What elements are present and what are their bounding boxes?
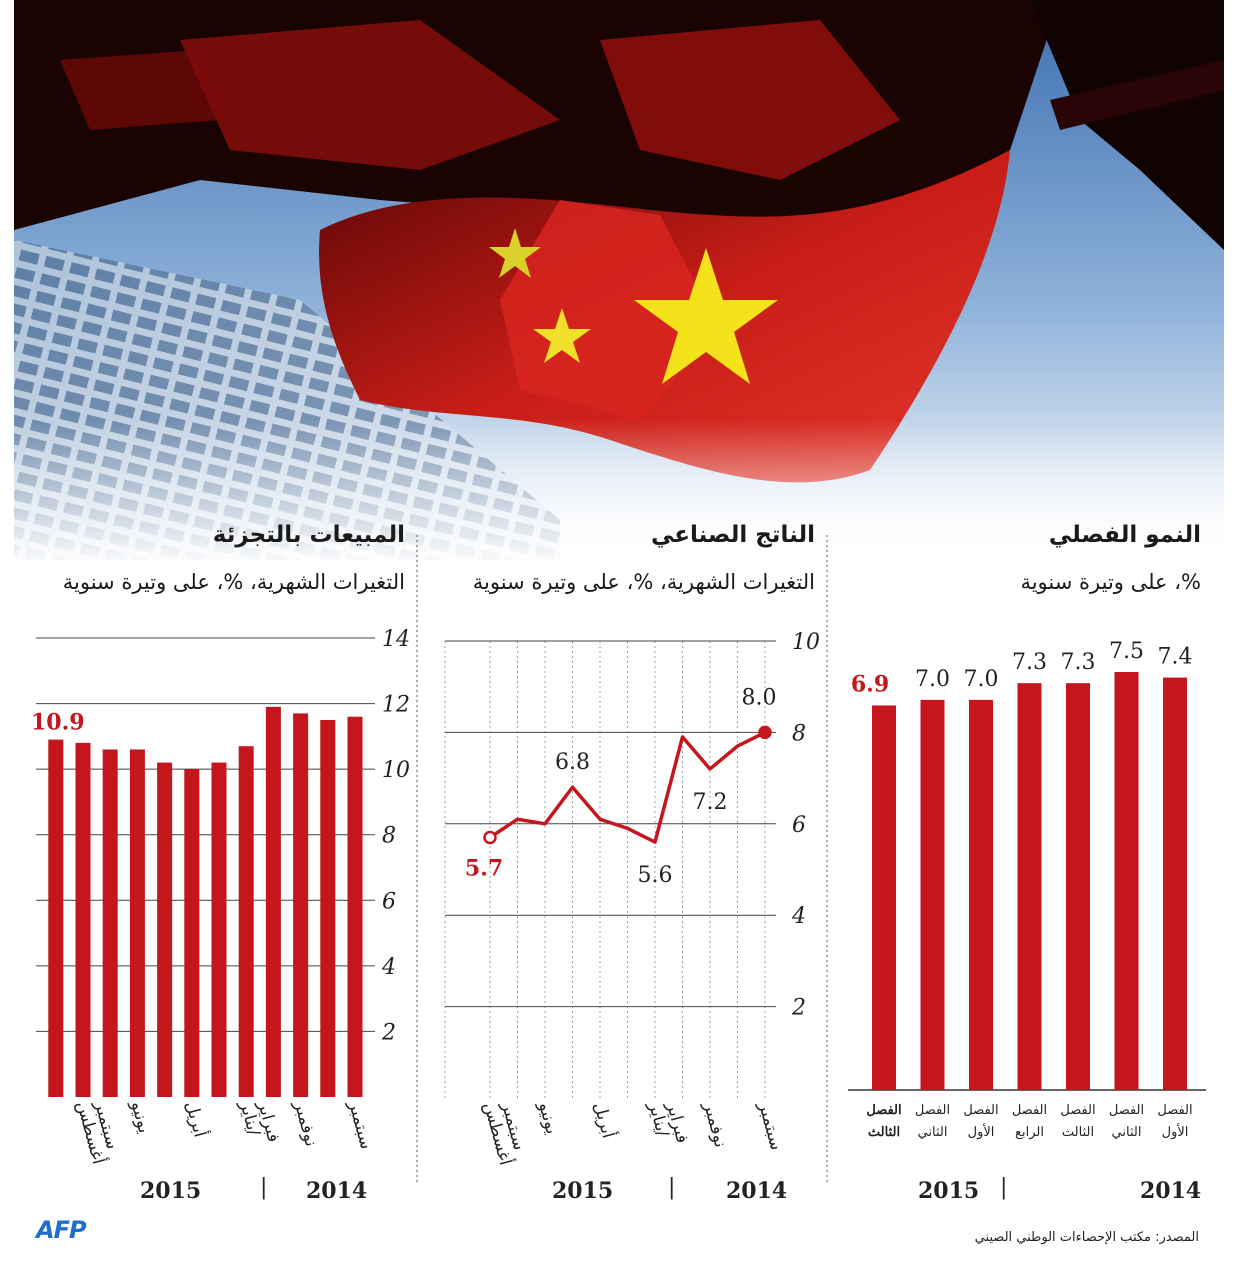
bar [238, 746, 254, 1097]
x-tick-label: الثالث [868, 1125, 900, 1140]
flag-star-large [634, 248, 778, 384]
data-label: 5.7 [465, 856, 503, 882]
bar [75, 742, 91, 1097]
data-label: 7.0 [915, 667, 950, 692]
data-label: 7.4 [1158, 645, 1193, 670]
bar [1066, 683, 1090, 1090]
x-tick-label: نوفمبر [699, 1099, 730, 1150]
x-tick-label: الثالث [1062, 1125, 1094, 1140]
data-label: 8.0 [742, 685, 777, 710]
x-tick-label: أبريل [589, 1100, 620, 1141]
x-tick-label: الرابع [1015, 1125, 1044, 1140]
retail-subtitle: التغيرات الشهرية، %، على وتيرة سنوية [62, 570, 405, 594]
industrial-year-2014: 2014 [726, 1178, 788, 1204]
afp-logo: AFP [36, 1216, 87, 1244]
data-label: 7.0 [964, 667, 999, 692]
y-tick-label: 4 [381, 955, 396, 980]
data-label: 7.3 [1012, 650, 1047, 675]
x-tick-label: نوفمبر [290, 1098, 321, 1149]
y-tick-label: 14 [382, 627, 410, 652]
x-tick-label: الثاني [918, 1125, 948, 1140]
bar [102, 749, 118, 1097]
industrial-year-divider: | [668, 1175, 676, 1200]
x-tick-label: سبتمبر [754, 1099, 786, 1152]
retail-title: المبيعات بالتجزئة [212, 522, 405, 548]
bar [48, 739, 64, 1097]
data-point [758, 725, 772, 740]
y-tick-label: 10 [382, 758, 410, 783]
x-tick-label: سبتمبر [344, 1098, 376, 1151]
x-tick-label: الفصل [1109, 1103, 1144, 1118]
bar [347, 716, 363, 1097]
retail-year-divider: | [260, 1175, 268, 1200]
data-label: 6.9 [851, 671, 889, 697]
y-tick-label: 12 [382, 693, 410, 718]
source-note: المصدر: مكتب الإحصاءات الوطني الصيني [974, 1230, 1199, 1245]
data-label: 7.2 [693, 790, 728, 815]
y-tick-label: 8 [792, 721, 806, 746]
retail-year-2014: 2014 [306, 1178, 368, 1204]
y-tick-label: 2 [791, 996, 806, 1021]
data-point [483, 830, 497, 845]
x-tick-label: الثاني [1112, 1125, 1142, 1140]
y-tick-label: 2 [381, 1020, 396, 1045]
quarterly-growth-chart: 7.4 الفصل الأول 7.5 الفصل الثاني 7.3 الفصل الثال… [848, 639, 1206, 1140]
industrial-year-2015: 2015 [552, 1178, 614, 1204]
flag-star-small [533, 308, 591, 363]
x-tick-label: الأول [1162, 1123, 1189, 1140]
quarterly-subtitle: %، على وتيرة سنوية [1020, 570, 1201, 594]
data-label: 7.3 [1061, 650, 1096, 675]
x-tick-label: الأول [968, 1123, 995, 1140]
x-tick-label: يونيو [534, 1099, 562, 1136]
quarterly-title: النمو الفصلي [1048, 522, 1201, 548]
x-tick-label: الفصل [1012, 1103, 1047, 1118]
x-tick-label: الفصل [866, 1103, 901, 1118]
x-tick-label: الفصل [1060, 1103, 1095, 1118]
bar [157, 762, 173, 1097]
y-tick-label: 10 [792, 630, 820, 655]
bar [872, 705, 896, 1090]
x-tick-label: يونيو [126, 1098, 154, 1135]
x-tick-label: الفصل [1157, 1103, 1192, 1118]
bar [293, 713, 309, 1097]
bar [211, 762, 227, 1097]
bar [320, 719, 336, 1097]
y-tick-label: 8 [382, 824, 396, 849]
bar [265, 706, 281, 1097]
industrial-subtitle: التغيرات الشهرية، %، على وتيرة سنوية [472, 570, 815, 594]
bar [1114, 672, 1139, 1090]
data-label: 5.6 [638, 863, 673, 888]
industrial-output-chart: 2468108.07.25.66.85.7سبتمبرنوفمبريناير/ف… [444, 630, 820, 1168]
header-photo [14, 0, 1224, 570]
x-tick-label: أبريل [181, 1099, 212, 1140]
series-line [489, 730, 766, 844]
bar [1017, 683, 1042, 1090]
retail-sales-chart: 246810121410.9سبتمبرنوفمبريناير/فبرايرأب… [31, 627, 410, 1167]
quarterly-year-2014: 2014 [1140, 1178, 1202, 1204]
bar [184, 769, 200, 1097]
data-label: 7.5 [1109, 639, 1144, 664]
quarterly-year-2015: 2015 [918, 1178, 980, 1204]
bar [920, 699, 945, 1090]
x-tick-label: الفصل [963, 1103, 998, 1118]
y-tick-label: 6 [792, 813, 806, 838]
bar [1163, 677, 1187, 1090]
x-tick-label: الفصل [915, 1103, 950, 1118]
retail-year-2015: 2015 [140, 1178, 202, 1204]
y-tick-label: 6 [382, 889, 396, 914]
data-label: 6.8 [555, 750, 590, 775]
data-label: 10.9 [31, 710, 85, 736]
bar [129, 749, 145, 1097]
flag-star-small [489, 228, 541, 278]
quarterly-year-divider: | [1000, 1175, 1008, 1200]
y-tick-label: 4 [791, 904, 806, 929]
bar [969, 699, 993, 1090]
industrial-title: الناتج الصناعي [651, 522, 815, 548]
